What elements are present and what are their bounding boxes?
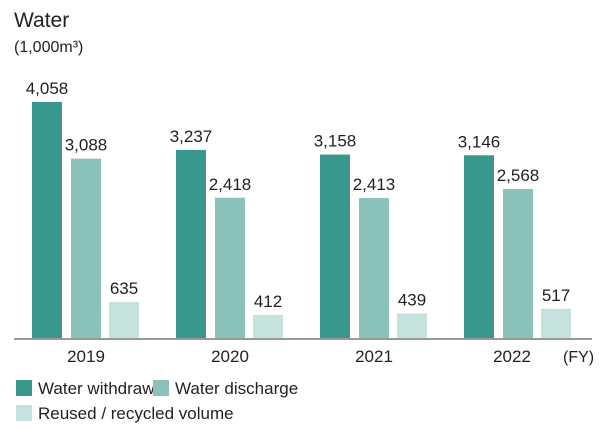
- bar-2022-0: [464, 155, 494, 339]
- data-label: 3,088: [65, 136, 108, 155]
- chart-title: Water: [14, 9, 69, 32]
- data-label: 412: [254, 292, 282, 311]
- x-tick-label: 2019: [67, 347, 105, 366]
- bar-2019-1: [71, 158, 101, 339]
- bar-2022-2: [541, 308, 571, 339]
- bar-2021-0: [320, 154, 350, 339]
- bar-2019-0: [32, 102, 62, 339]
- bar-2020-1: [215, 197, 245, 339]
- x-axis-unit: (FY): [563, 349, 594, 366]
- data-label: 2,568: [497, 166, 540, 185]
- legend-label: Water withdrawal: [38, 379, 168, 398]
- legend-swatch: [16, 405, 32, 421]
- x-tick-label: 2022: [493, 347, 531, 366]
- data-label: 3,158: [314, 132, 357, 151]
- legend-swatch: [153, 380, 169, 396]
- bar-2021-1: [359, 198, 389, 339]
- bar-2020-2: [253, 314, 283, 339]
- data-label: 2,413: [353, 175, 396, 194]
- bar-2021-2: [397, 313, 427, 339]
- bar-2022-1: [503, 189, 533, 339]
- x-tick-label: 2020: [211, 347, 249, 366]
- legend-swatch: [16, 380, 32, 396]
- x-tick-label: 2021: [355, 347, 393, 366]
- bar-2020-0: [176, 149, 206, 339]
- data-label: 3,237: [170, 127, 213, 146]
- data-label: 4,058: [26, 79, 69, 98]
- data-label: 517: [542, 286, 570, 305]
- data-label: 2,418: [209, 175, 252, 194]
- data-label: 3,146: [458, 132, 501, 151]
- legend-label: Water discharge: [175, 379, 298, 398]
- legend-label: Reused / recycled volume: [38, 404, 234, 423]
- data-label: 635: [110, 279, 138, 298]
- data-label: 439: [398, 290, 426, 309]
- y-axis-unit: (1,000m³): [14, 39, 83, 56]
- bar-2019-2: [109, 301, 139, 339]
